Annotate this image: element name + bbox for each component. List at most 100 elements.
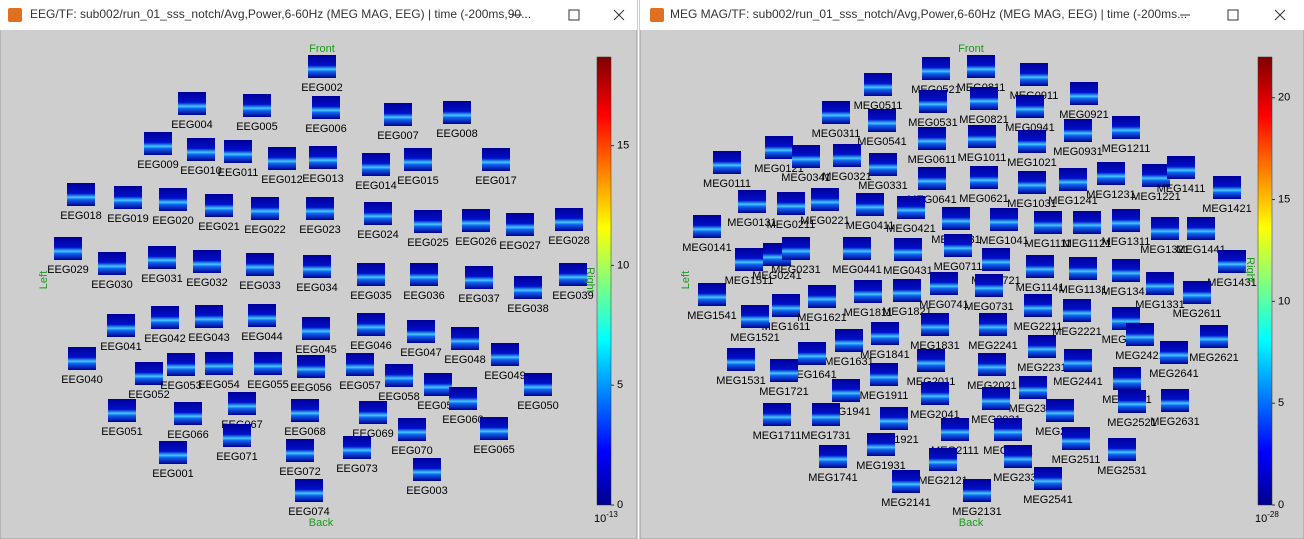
- sensor-label: MEG1711: [753, 430, 802, 442]
- tf-thumbnail: [738, 190, 766, 213]
- sensor-label: MEG0621: [959, 193, 1009, 205]
- tf-thumbnail: [174, 402, 202, 425]
- sensor-label: MEG2631: [1150, 416, 1200, 428]
- tf-thumbnail: [1034, 467, 1062, 490]
- sensor-label: EEG006: [305, 123, 347, 135]
- sensor-label: MEG2511: [1052, 454, 1101, 466]
- close-button[interactable]: [613, 9, 625, 21]
- orientation-label: Back: [959, 517, 984, 529]
- sensor-label: EEG018: [60, 210, 102, 222]
- tf-thumbnail: [407, 320, 435, 343]
- sensor-label: EEG048: [444, 354, 486, 366]
- sensor-label: EEG003: [406, 485, 448, 497]
- tf-thumbnail: [359, 401, 387, 424]
- sensor-label: EEG037: [458, 293, 500, 305]
- sensor-plot: EEG074: [288, 479, 330, 518]
- sensor-plot: EEG072: [279, 439, 321, 478]
- sensor-label: MEG1821: [882, 306, 932, 318]
- sensor-label: EEG043: [188, 332, 230, 344]
- tf-thumbnail: [404, 148, 432, 171]
- sensor-label: EEG072: [279, 466, 321, 478]
- sensor-plot: EEG004: [171, 92, 213, 131]
- sensor-plot: MEG1241: [1048, 168, 1098, 207]
- tf-thumbnail: [1069, 257, 1097, 280]
- tf-thumbnail: [869, 153, 897, 176]
- sensor-plot: EEG014: [355, 153, 397, 192]
- sensor-label: MEG0411: [846, 220, 895, 232]
- tf-thumbnail: [982, 248, 1010, 271]
- sensor-plot: EEG059: [417, 373, 459, 412]
- sensor-label: EEG025: [407, 237, 449, 249]
- sensor-label: EEG042: [144, 333, 186, 345]
- sensor-label: EEG032: [186, 277, 228, 289]
- sensor-plot: EEG010: [180, 138, 222, 177]
- colorbar-tick-label: 10: [617, 259, 629, 271]
- orientation-label: Left: [680, 271, 692, 289]
- tf-thumbnail: [918, 167, 946, 190]
- tf-thumbnail: [941, 418, 969, 441]
- tf-thumbnail: [144, 132, 172, 155]
- tf-thumbnail: [727, 348, 755, 371]
- colorbar-tick-label: 0: [617, 499, 623, 511]
- sensor-plot: EEG032: [186, 250, 228, 289]
- tf-thumbnail: [1064, 349, 1092, 372]
- maximize-button[interactable]: [568, 9, 580, 21]
- sensor-plot: MEG2511: [1052, 427, 1101, 466]
- sensor-label: EEG019: [107, 213, 149, 225]
- sensor-plot: MEG1431: [1207, 250, 1257, 289]
- sensor-plot: EEG013: [302, 146, 344, 185]
- sensor-label: MEG0311: [812, 128, 861, 140]
- sensor-label: EEG047: [400, 347, 442, 359]
- sensor-plot: MEG0311: [812, 101, 861, 140]
- sensor-label: MEG0131: [727, 217, 777, 229]
- tf-thumbnail: [67, 183, 95, 206]
- sensor-plot: MEG1731: [801, 403, 851, 442]
- sensor-plot: EEG017: [475, 148, 517, 187]
- sensor-label: MEG2641: [1149, 368, 1199, 380]
- sensor-plot: MEG2231: [1017, 335, 1067, 374]
- sensor-label: EEG044: [241, 331, 283, 343]
- tf-thumbnail: [286, 439, 314, 462]
- sensor-label: EEG012: [261, 174, 303, 186]
- colorbar-exponent: 10-13: [594, 510, 618, 525]
- sensor-label: MEG0511: [854, 100, 903, 112]
- tf-thumbnail: [1146, 272, 1174, 295]
- sensor-label: EEG011: [218, 167, 259, 179]
- exponent-power: -28: [1267, 510, 1279, 519]
- tf-thumbnail: [864, 73, 892, 96]
- sensor-label: MEG2231: [1017, 362, 1067, 374]
- sensor-plot: EEG038: [507, 276, 549, 315]
- colorbar: [596, 56, 612, 506]
- sensor-plot: MEG1621: [797, 285, 847, 324]
- tf-thumbnail: [1118, 390, 1146, 413]
- tf-thumbnail: [835, 329, 863, 352]
- sensor-plot: EEG068: [284, 399, 326, 438]
- tf-thumbnail: [514, 276, 542, 299]
- tf-thumbnail: [975, 274, 1003, 297]
- sensor-plot: EEG009: [137, 132, 179, 171]
- tf-thumbnail: [228, 392, 256, 415]
- sensor-label: EEG015: [397, 175, 439, 187]
- tf-thumbnail: [917, 349, 945, 372]
- sensor-plot: EEG045: [295, 317, 337, 356]
- sensor-label: MEG2441: [1053, 376, 1103, 388]
- close-button[interactable]: [1274, 9, 1286, 21]
- sensor-label: EEG051: [101, 426, 143, 438]
- tf-thumbnail: [248, 304, 276, 327]
- sensor-label: MEG0921: [1059, 109, 1109, 121]
- tf-thumbnail: [819, 445, 847, 468]
- sensor-label: MEG2131: [952, 506, 1002, 518]
- sensor-label: EEG027: [499, 240, 541, 252]
- app-icon: [650, 8, 664, 22]
- tf-thumbnail: [1167, 156, 1195, 179]
- sensor-label: MEG0231: [771, 264, 821, 276]
- sensor-label: EEG045: [295, 344, 337, 356]
- tf-thumbnail: [843, 237, 871, 260]
- tf-thumbnail: [1073, 211, 1101, 234]
- sensor-plot: MEG2121: [918, 448, 968, 487]
- maximize-button[interactable]: [1227, 9, 1239, 21]
- sensor-plot: EEG070: [391, 418, 433, 457]
- sensor-label: MEG1541: [687, 310, 737, 322]
- orientation-label: Right: [584, 267, 596, 293]
- sensor-label: MEG2421: [1115, 350, 1165, 362]
